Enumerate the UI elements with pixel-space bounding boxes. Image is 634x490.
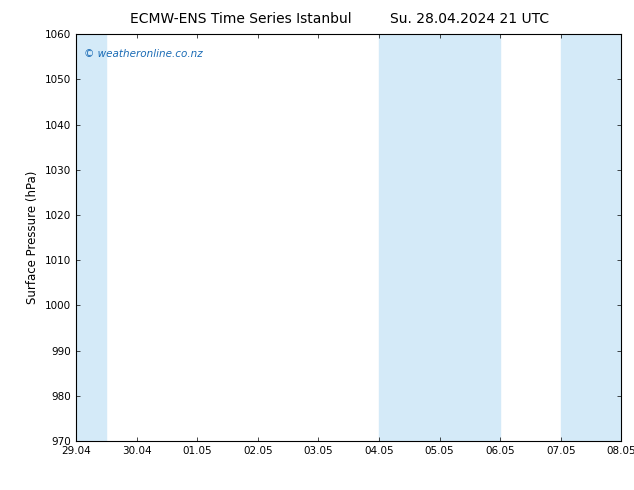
Text: ECMW-ENS Time Series Istanbul: ECMW-ENS Time Series Istanbul: [130, 12, 352, 26]
Text: Su. 28.04.2024 21 UTC: Su. 28.04.2024 21 UTC: [390, 12, 548, 26]
Y-axis label: Surface Pressure (hPa): Surface Pressure (hPa): [27, 171, 39, 304]
Bar: [76, 34, 107, 441]
Bar: [379, 34, 439, 441]
Text: © weatheronline.co.nz: © weatheronline.co.nz: [84, 49, 203, 58]
Bar: [439, 34, 500, 441]
Bar: [560, 34, 621, 441]
